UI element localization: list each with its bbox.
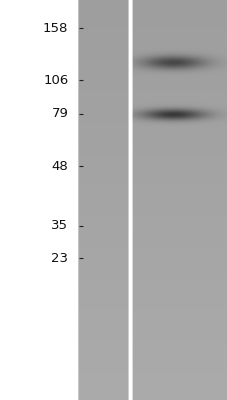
Text: 48: 48 bbox=[52, 160, 68, 172]
Text: 35: 35 bbox=[51, 220, 68, 232]
Text: 79: 79 bbox=[51, 108, 68, 120]
Text: 23: 23 bbox=[51, 252, 68, 264]
Text: 158: 158 bbox=[43, 22, 68, 34]
Text: 106: 106 bbox=[43, 74, 68, 86]
